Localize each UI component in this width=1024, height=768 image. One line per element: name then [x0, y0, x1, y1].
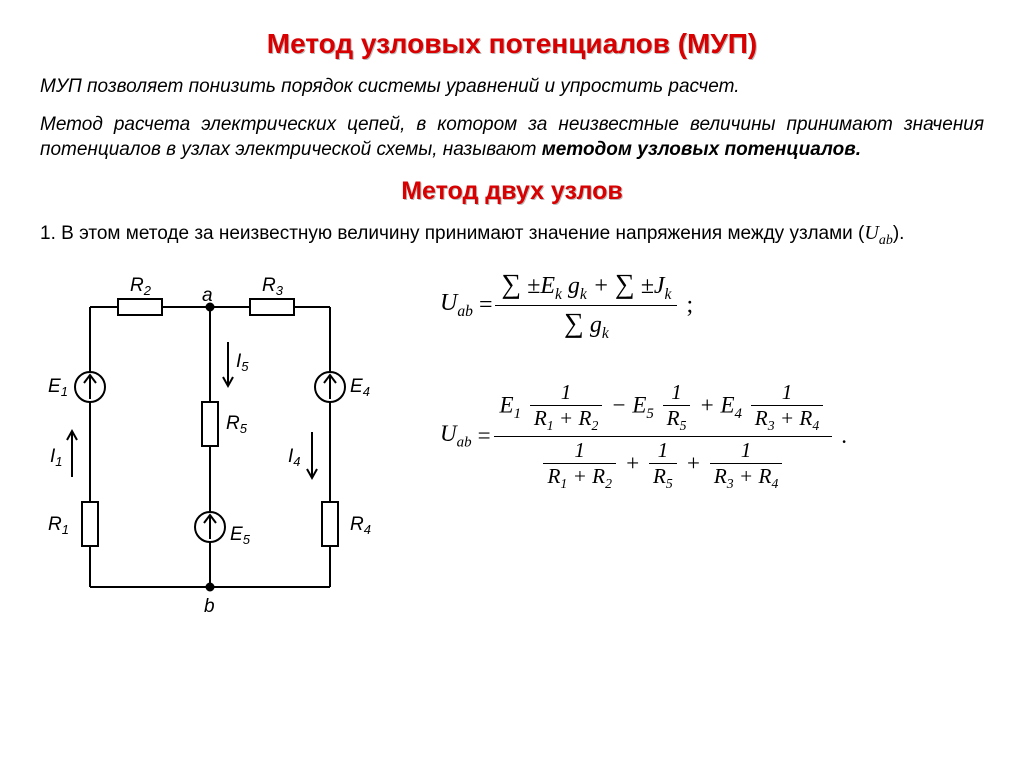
eq2-sub: ab: [457, 434, 472, 450]
label-r3: R3: [262, 275, 284, 298]
label-node-a: a: [202, 285, 213, 306]
eq1-sub: ab: [457, 303, 473, 320]
equations: Uab = ∑ ±Ek gk + ∑ ±Jk ∑ gk ; Uab = E1 1…: [380, 257, 984, 529]
label-r4: R4: [350, 514, 371, 537]
uab-symbol: Uab: [864, 222, 892, 244]
label-i4: I4: [288, 446, 301, 469]
uab-var: U: [864, 222, 878, 244]
page-title: Метод узловых потенциалов (МУП): [40, 28, 984, 60]
eq2-fraction: E1 1R1 + R2 − E5 1R5 + E4 1R3 + R4 1R1 +…: [494, 379, 833, 492]
definition-paragraph: Метод расчета электрических цепей, в кот…: [40, 112, 984, 163]
equation-2: Uab = E1 1R1 + R2 − E5 1R5 + E4 1R3 + R4…: [440, 379, 984, 492]
label-e1: E1: [48, 376, 68, 399]
equation-1: Uab = ∑ ±Ek gk + ∑ ±Jk ∑ gk ;: [440, 267, 984, 344]
label-e5: E5: [230, 524, 251, 547]
eq1-var: U: [440, 290, 457, 316]
label-i1: I1: [50, 446, 63, 469]
eq2-tail: .: [835, 423, 847, 449]
label-i5: I5: [236, 351, 249, 374]
label-node-b: b: [204, 596, 215, 617]
eq2-var: U: [440, 421, 457, 446]
section-subtitle: Метод двух узлов: [40, 177, 984, 206]
label-r1: R1: [48, 514, 69, 537]
step1-pre: 1. В этом методе за неизвестную величину…: [40, 223, 864, 244]
intro-paragraph: МУП позволяет понизить порядок системы у…: [40, 74, 984, 100]
step1-post: ).: [893, 223, 905, 244]
content-row: R2 R3 a b E1 E4 E5 I1 I5 I4 R1 R4 R5: [40, 257, 984, 627]
step-1: 1. В этом методе за неизвестную величину…: [40, 220, 984, 251]
uab-sub: ab: [879, 233, 893, 248]
label-r2: R2: [130, 275, 152, 298]
eq1-fraction: ∑ ±Ek gk + ∑ ±Jk ∑ gk: [495, 267, 677, 344]
definition-term: методом узловых потенциалов.: [542, 139, 861, 160]
eq1-tail: ;: [680, 292, 693, 319]
label-r5: R5: [226, 413, 248, 436]
circuit-diagram: R2 R3 a b E1 E4 E5 I1 I5 I4 R1 R4 R5: [40, 257, 380, 627]
label-e4: E4: [350, 376, 370, 399]
